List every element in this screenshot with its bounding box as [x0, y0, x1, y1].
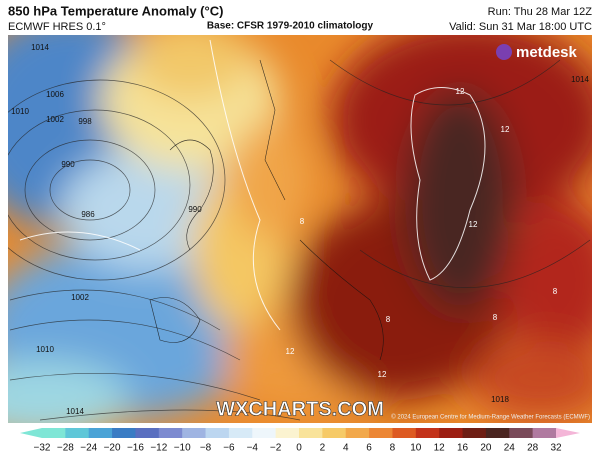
- colorbar-segment: [135, 428, 160, 438]
- colorbar-segment: [532, 428, 557, 438]
- colorbar-segment: [228, 428, 253, 438]
- base: Base: CFSR 1979-2010 climatology: [207, 21, 374, 32]
- colorbar-segment: [485, 428, 510, 438]
- colorbar-label: 2: [320, 443, 326, 454]
- colorbar-label: 16: [457, 443, 469, 454]
- colorbar-label: 32: [550, 443, 562, 454]
- colorbar-segment: [509, 428, 534, 438]
- anomaly-label: 12: [456, 87, 465, 96]
- colorbar-label: 6: [366, 443, 372, 454]
- colorbar-label: −24: [80, 443, 97, 454]
- colorbar-segment: [182, 428, 207, 438]
- colorbar-segment: [275, 428, 300, 438]
- colorbar-segment: [415, 428, 440, 438]
- colorbar-label: 20: [480, 443, 492, 454]
- title: 850 hPa Temperature Anomaly (°C): [8, 3, 223, 18]
- colorbar: [20, 428, 580, 438]
- colorbar-labels: −32 −28 −24 −20 −16 −12 −10 −8 −6 −4 −2 0 2 4 6 8 10 12 16…: [34, 443, 562, 454]
- isobar-label: 1010: [36, 345, 54, 354]
- logo: metdesk: [496, 44, 578, 61]
- isobar-label: 1018: [491, 395, 509, 404]
- colorbar-label: −32: [34, 443, 51, 454]
- isobar-label: 1006: [46, 90, 64, 99]
- isobar-label: 990: [61, 160, 75, 169]
- colorbar-label: −20: [104, 443, 121, 454]
- isobar-label: 1014: [571, 75, 589, 84]
- anomaly-labels: 12 12 12 8 8 8 12 12 8: [286, 87, 558, 379]
- anomaly-label: 12: [286, 347, 295, 356]
- colorbar-label: 28: [527, 443, 539, 454]
- colorbar-label: −12: [150, 443, 167, 454]
- colorbar-label: −16: [127, 443, 144, 454]
- isobar-labels: 1014 1006 1010 1002 998 990 986 990 1002 1010 1014…: [11, 43, 589, 416]
- colorbar-segment: [42, 428, 66, 438]
- colorbar-label: 8: [390, 443, 396, 454]
- colorbar-label: −6: [223, 443, 235, 454]
- anomaly-label: 12: [378, 370, 387, 379]
- isobar-label: 1010: [11, 107, 29, 116]
- colorbar-segment: [252, 428, 277, 438]
- colorbar-label: −4: [247, 443, 259, 454]
- colorbar-segment: [439, 428, 464, 438]
- colorbar-label: 0: [296, 443, 302, 454]
- colorbar-label: −10: [174, 443, 191, 454]
- colorbar-segment: [88, 428, 113, 438]
- credit: © 2024 European Centre for Medium-Range …: [391, 414, 590, 421]
- colorbar-segment: [112, 428, 136, 438]
- isobar-label: 998: [78, 117, 92, 126]
- colorbar-label: 4: [343, 443, 349, 454]
- colorbar-segment: [345, 428, 370, 438]
- colorbar-label: −28: [57, 443, 74, 454]
- colorbar-label: −2: [270, 443, 282, 454]
- watermark: WXCHARTS.COM: [216, 398, 384, 420]
- isobar-label: 1002: [46, 115, 64, 124]
- anomaly-label: 8: [300, 217, 305, 226]
- colorbar-label: 24: [504, 443, 516, 454]
- colorbar-segment: [392, 428, 417, 438]
- anomaly-label: 12: [469, 220, 478, 229]
- valid: Valid: Sun 31 Mar 18:00 UTC: [449, 21, 592, 33]
- isobar-label: 1014: [31, 43, 49, 52]
- isobar-label: 986: [81, 210, 95, 219]
- colorbar-segment: [299, 428, 323, 438]
- isobar-label: 990: [188, 205, 202, 214]
- anomaly-label: 8: [553, 287, 558, 296]
- model: ECMWF HRES 0.1°: [8, 21, 106, 33]
- logo-text: metdesk: [516, 44, 578, 61]
- run: Run: Thu 28 Mar 12Z: [488, 6, 593, 18]
- colorbar-end: [20, 428, 42, 438]
- colorbar-segment: [65, 428, 90, 438]
- colorbar-segment: [462, 428, 487, 438]
- anomaly-label: 8: [493, 313, 498, 322]
- colorbar-segment: [158, 428, 183, 438]
- colorbar-label: 12: [434, 443, 446, 454]
- map: [8, 35, 592, 423]
- colorbar-segment: [322, 428, 347, 438]
- colorbar-segment: [205, 428, 230, 438]
- colorbar-segment: [369, 428, 393, 438]
- anomaly-label: 12: [501, 125, 510, 134]
- isobar-label: 1014: [66, 407, 84, 416]
- anomaly-label: 8: [386, 315, 391, 324]
- colorbar-label: 10: [410, 443, 422, 454]
- colorbar-label: −8: [200, 443, 212, 454]
- colorbar-end: [556, 428, 580, 438]
- isobar-label: 1002: [71, 293, 89, 302]
